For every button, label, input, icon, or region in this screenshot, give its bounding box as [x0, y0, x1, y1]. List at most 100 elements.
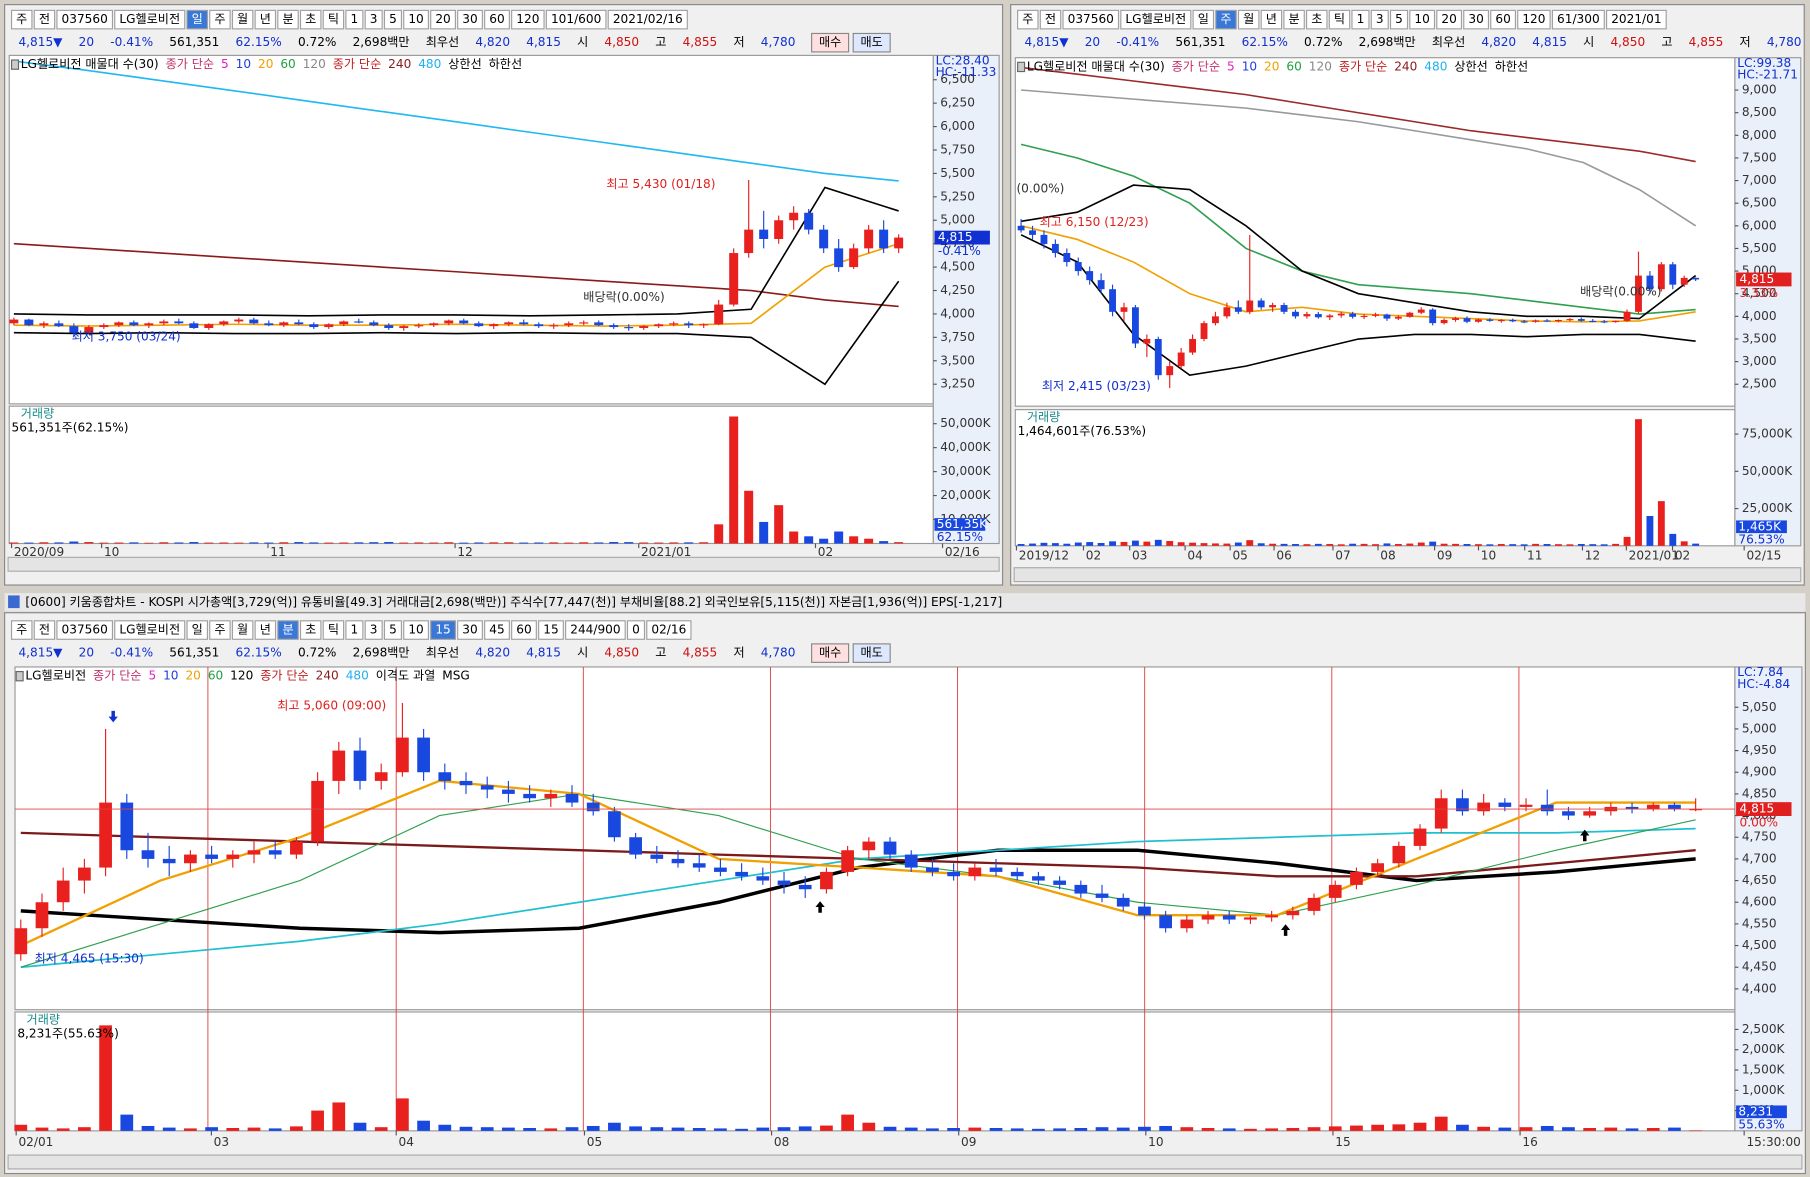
toolbar-label[interactable]: 일 — [192, 623, 203, 637]
toolbar-button[interactable] — [345, 9, 364, 30]
order-button-label[interactable]: 매도 — [861, 35, 883, 49]
toolbar-label[interactable]: LG헬로비전 — [119, 623, 180, 637]
toolbar-label[interactable]: 037560 — [62, 623, 108, 637]
toolbar-button[interactable] — [209, 9, 231, 30]
toolbar-button[interactable] — [209, 620, 231, 640]
toolbar-button[interactable] — [1409, 9, 1436, 30]
toolbar-label[interactable]: 10 — [408, 12, 423, 26]
order-button-label[interactable]: 매수 — [819, 646, 841, 660]
toolbar-label[interactable]: 주 — [1220, 12, 1231, 26]
toolbar-label[interactable]: 20 — [1441, 12, 1456, 26]
toolbar-label[interactable]: 120 — [516, 12, 539, 26]
toolbar-label[interactable]: 일 — [192, 12, 203, 26]
toolbar-label[interactable]: 초 — [1311, 12, 1322, 26]
toolbar-label[interactable]: 전 — [39, 623, 50, 637]
toolbar-button[interactable] — [186, 9, 209, 30]
toolbar-label[interactable]: 년 — [260, 623, 271, 637]
toolbar-label[interactable]: 037560 — [1068, 12, 1114, 26]
toolbar-label[interactable]: 주 — [16, 623, 27, 637]
toolbar-button[interactable] — [1436, 9, 1463, 30]
toolbar-button[interactable] — [322, 620, 345, 640]
toolbar-label[interactable]: 분 — [1289, 12, 1300, 26]
toolbar-label[interactable]: 월 — [237, 12, 248, 26]
toolbar-button[interactable] — [1490, 9, 1516, 30]
toolbar-button[interactable] — [299, 620, 322, 640]
toolbar-label[interactable]: 60 — [516, 623, 531, 637]
toolbar-label[interactable]: 0 — [632, 623, 640, 637]
toolbar-label[interactable]: 틱 — [1334, 12, 1345, 26]
toolbar-button[interactable] — [1062, 9, 1120, 30]
toolbar-button[interactable] — [626, 620, 646, 640]
toolbar-label[interactable]: 10 — [1414, 12, 1429, 26]
toolbar-button[interactable] — [545, 9, 607, 30]
toolbar-label[interactable]: 30 — [1468, 12, 1483, 26]
order-button-label[interactable]: 매수 — [819, 35, 841, 49]
toolbar-button[interactable] — [511, 620, 537, 640]
toolbar-button[interactable] — [1328, 9, 1351, 30]
toolbar-button[interactable] — [430, 620, 456, 640]
toolbar-button[interactable] — [403, 9, 429, 30]
toolbar-button[interactable] — [322, 9, 345, 30]
toolbar-label[interactable]: 101/600 — [551, 12, 601, 26]
toolbar-button[interactable] — [1283, 9, 1305, 30]
toolbar-label[interactable]: 분 — [282, 623, 293, 637]
toolbar-button[interactable] — [1215, 9, 1237, 30]
toolbar-label[interactable]: 1 — [351, 12, 359, 26]
toolbar-label[interactable]: LG헬로비전 — [1125, 12, 1186, 26]
toolbar-button[interactable] — [254, 9, 277, 30]
toolbar-label[interactable]: 3 — [1376, 12, 1384, 26]
toolbar-button[interactable] — [403, 620, 429, 640]
order-button[interactable] — [852, 643, 891, 663]
toolbar-button[interactable] — [56, 620, 114, 640]
toolbar-button[interactable] — [1370, 9, 1389, 30]
toolbar-label[interactable]: 5 — [1395, 12, 1403, 26]
toolbar-button[interactable] — [383, 620, 403, 640]
toolbar-button[interactable] — [1237, 9, 1260, 30]
toolbar-button[interactable] — [231, 620, 254, 640]
toolbar-label[interactable]: 3 — [370, 623, 378, 637]
toolbar-button[interactable] — [1120, 9, 1192, 30]
toolbar-button[interactable] — [231, 9, 254, 30]
toolbar-button[interactable] — [511, 9, 545, 30]
toolbar-button[interactable] — [277, 620, 299, 640]
toolbar-label[interactable]: 5 — [389, 623, 397, 637]
toolbar-label[interactable]: 3 — [370, 12, 378, 26]
order-button[interactable] — [811, 643, 850, 663]
toolbar-label[interactable]: 30 — [462, 623, 477, 637]
toolbar-label[interactable]: 1 — [351, 623, 359, 637]
toolbar-label[interactable]: LG헬로비전 — [119, 12, 180, 26]
toolbar-button[interactable] — [607, 9, 688, 30]
toolbar-button[interactable] — [430, 9, 456, 30]
toolbar-label[interactable]: 10 — [408, 623, 423, 637]
toolbar-button[interactable] — [646, 620, 692, 640]
toolbar-label[interactable]: 5 — [389, 12, 397, 26]
toolbar-label[interactable]: 전 — [39, 12, 50, 26]
toolbar-button[interactable] — [254, 620, 277, 640]
order-button[interactable] — [852, 32, 891, 53]
toolbar-label[interactable]: 45 — [489, 623, 504, 637]
toolbar-label[interactable]: 일 — [1198, 12, 1209, 26]
toolbar-button[interactable] — [383, 9, 403, 30]
toolbar-label[interactable]: 틱 — [328, 12, 339, 26]
toolbar-label[interactable]: 주 — [1022, 12, 1033, 26]
toolbar-button[interactable] — [484, 9, 510, 30]
toolbar-button[interactable] — [186, 620, 209, 640]
toolbar-label[interactable]: 244/900 — [570, 623, 620, 637]
toolbar-button[interactable] — [1389, 9, 1409, 30]
toolbar-button[interactable] — [1260, 9, 1283, 30]
toolbar-button[interactable] — [1463, 9, 1490, 30]
toolbar-label[interactable]: 037560 — [62, 12, 108, 26]
toolbar-label[interactable]: 월 — [1243, 12, 1254, 26]
toolbar-button[interactable] — [56, 9, 114, 30]
toolbar-label[interactable]: 주 — [214, 12, 225, 26]
toolbar-button[interactable] — [1039, 9, 1062, 30]
toolbar-button[interactable] — [114, 620, 186, 640]
toolbar-button[interactable] — [33, 620, 56, 640]
toolbar-button[interactable] — [1017, 9, 1039, 30]
toolbar-label[interactable]: 120 — [1522, 12, 1545, 26]
toolbar-label[interactable]: 15 — [435, 623, 450, 637]
toolbar-label[interactable]: 초 — [305, 12, 316, 26]
toolbar-label[interactable]: 분 — [282, 12, 293, 26]
toolbar-label[interactable]: 월 — [237, 623, 248, 637]
toolbar-button[interactable] — [457, 620, 483, 640]
